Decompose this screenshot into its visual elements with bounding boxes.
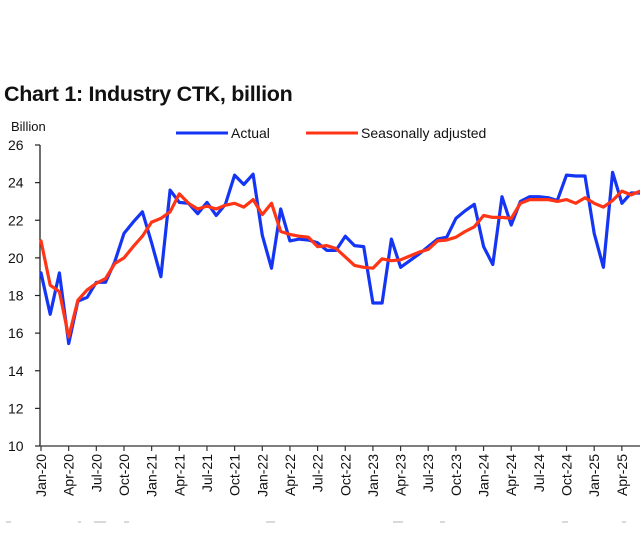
- x-tick-label: Jul-20: [88, 454, 104, 492]
- x-tick-label: Jan-22: [254, 454, 270, 497]
- y-axis: 10 12 14 16 18 20 22 24 26: [8, 137, 41, 454]
- series-line-seasonally-adjusted: [39, 189, 640, 339]
- x-tick-label: Jan-23: [365, 454, 381, 497]
- y-tick-label: 22: [8, 212, 24, 228]
- x-tick-label: Apr-24: [503, 454, 519, 496]
- x-tick-label: Oct-20: [116, 454, 132, 496]
- x-tick-label: Jan-20: [33, 454, 49, 497]
- x-tick-label: Apr-21: [171, 454, 187, 496]
- x-axis: Jan-20 Apr-20 Jul-20 Oct-20 Jan-21 Apr-21 Jul-…: [33, 445, 640, 497]
- x-tick-label: Oct-24: [559, 454, 575, 496]
- x-tick-label: Apr-23: [393, 454, 409, 496]
- legend-label-seasonally-adjusted: Seasonally adjusted: [361, 125, 486, 141]
- x-tick-label: Jul-24: [531, 454, 547, 492]
- chart-title: Chart 1: Industry CTK, billion: [4, 82, 293, 106]
- x-tick-label: Jan-24: [476, 454, 492, 497]
- series-points-actual: [40, 172, 632, 344]
- x-tick-label: Apr-25: [614, 454, 630, 496]
- y-tick-label: 20: [8, 250, 24, 266]
- legend-label-actual: Actual: [231, 125, 270, 141]
- y-tick-label: 16: [8, 325, 24, 341]
- y-axis-unit-label: Billion: [11, 119, 46, 134]
- source-note-cutoff: [4, 521, 636, 524]
- x-tick-label: Jul-21: [199, 454, 215, 492]
- y-tick-label: 12: [8, 400, 24, 416]
- y-tick-label: 26: [8, 137, 24, 153]
- y-tick-label: 10: [8, 438, 24, 454]
- x-tick-label: Oct-23: [448, 454, 464, 496]
- x-tick-label: Jan-25: [586, 454, 602, 497]
- x-tick-label: Apr-22: [282, 454, 298, 496]
- series-line-actual: [39, 170, 640, 346]
- x-tick-label: Jan-21: [144, 454, 160, 497]
- x-tick-label: Jul-23: [420, 454, 436, 492]
- legend: Actual Seasonally adjusted: [176, 125, 486, 141]
- y-tick-label: 18: [8, 288, 24, 304]
- x-tick-label: Jul-22: [310, 454, 326, 492]
- series-points-seasonally-adjusted: [40, 190, 632, 337]
- x-tick-label: Apr-20: [61, 454, 77, 496]
- series-layer: [39, 170, 640, 346]
- x-tick-label: Oct-22: [337, 454, 353, 496]
- y-tick-label: 24: [8, 175, 24, 191]
- y-tick-label: 14: [8, 363, 24, 379]
- x-tick-label: Oct-21: [227, 454, 243, 496]
